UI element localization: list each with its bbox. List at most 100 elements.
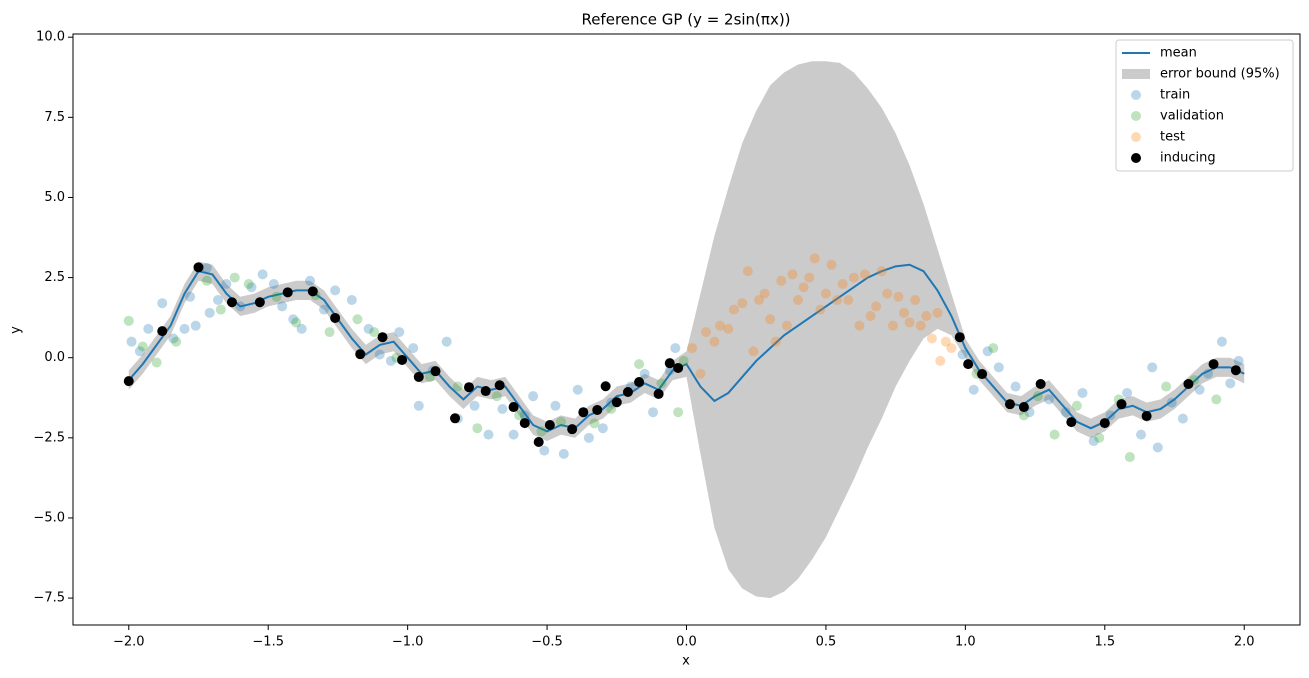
point	[1077, 387, 1088, 398]
point	[324, 327, 335, 338]
legend-swatch	[1131, 111, 1141, 121]
x-tick-label: 1.0	[955, 635, 976, 650]
point	[491, 391, 502, 402]
point	[793, 295, 804, 306]
point	[185, 291, 196, 302]
point	[143, 323, 154, 334]
point	[910, 295, 921, 306]
point	[1225, 378, 1236, 389]
point	[893, 291, 904, 302]
point	[1010, 381, 1021, 392]
point	[254, 297, 265, 308]
point	[450, 413, 461, 424]
y-tick-label: 0.0	[44, 350, 65, 365]
point	[1211, 394, 1222, 405]
point	[935, 355, 946, 366]
point	[533, 436, 544, 447]
point	[288, 314, 299, 325]
point	[282, 287, 293, 298]
point	[899, 307, 910, 318]
point	[848, 272, 859, 283]
point	[940, 336, 951, 347]
point	[221, 278, 232, 289]
point	[742, 266, 753, 277]
legend-swatch	[1131, 153, 1141, 163]
point	[277, 301, 288, 312]
point	[1166, 397, 1177, 408]
y-axis-label: y	[9, 326, 24, 334]
point	[876, 266, 887, 277]
point	[723, 323, 734, 334]
y-tick-label: 7.5	[44, 110, 65, 125]
error-band	[128, 61, 1245, 599]
point	[168, 333, 179, 344]
point	[1183, 378, 1194, 389]
point	[539, 445, 550, 456]
point	[483, 429, 494, 440]
point	[592, 404, 603, 415]
point	[1018, 402, 1029, 413]
point	[1035, 378, 1046, 389]
legend-label: train	[1160, 88, 1190, 103]
legend-box	[1115, 39, 1294, 172]
point	[463, 382, 474, 393]
point	[567, 424, 578, 435]
point	[993, 362, 1004, 373]
point	[519, 418, 530, 429]
point	[1099, 418, 1110, 429]
point	[213, 295, 224, 306]
point	[1202, 368, 1213, 379]
point	[157, 298, 168, 309]
x-tick-label: −0.5	[531, 635, 563, 650]
point	[235, 301, 246, 312]
point	[397, 354, 408, 365]
point	[544, 420, 555, 431]
point	[832, 295, 843, 306]
legend-swatch	[1131, 90, 1141, 100]
point	[472, 423, 483, 434]
point	[271, 291, 282, 302]
point	[843, 295, 854, 306]
legend-label: error bound (95%)	[1160, 67, 1280, 82]
point	[123, 376, 134, 387]
point	[355, 349, 366, 360]
point	[1152, 442, 1163, 453]
point	[469, 400, 480, 411]
point	[1122, 387, 1133, 398]
point	[639, 368, 650, 379]
point	[728, 304, 739, 315]
point	[572, 384, 583, 395]
point	[622, 386, 633, 397]
point	[921, 311, 932, 322]
point	[915, 320, 926, 331]
point	[346, 295, 357, 306]
point	[664, 358, 675, 369]
point	[1194, 384, 1205, 395]
point	[926, 333, 937, 344]
point	[215, 304, 226, 315]
point	[1136, 429, 1147, 440]
legend-swatch	[1131, 132, 1141, 142]
point	[820, 288, 831, 299]
point	[606, 403, 617, 414]
point	[664, 365, 675, 376]
point	[578, 407, 589, 418]
point	[430, 366, 441, 377]
x-tick-label: −2.0	[113, 635, 145, 650]
point	[179, 323, 190, 334]
point	[737, 298, 748, 309]
point	[963, 359, 974, 370]
x-tick-label: −1.5	[252, 635, 284, 650]
point	[1094, 432, 1105, 443]
point	[394, 327, 405, 338]
point	[330, 285, 341, 296]
x-axis-label: x	[682, 654, 690, 669]
point	[589, 418, 600, 429]
point	[305, 275, 316, 286]
point	[759, 288, 770, 299]
point	[871, 301, 882, 312]
point	[157, 326, 168, 337]
y-tick-label: −7.5	[33, 591, 65, 606]
point	[670, 343, 681, 354]
